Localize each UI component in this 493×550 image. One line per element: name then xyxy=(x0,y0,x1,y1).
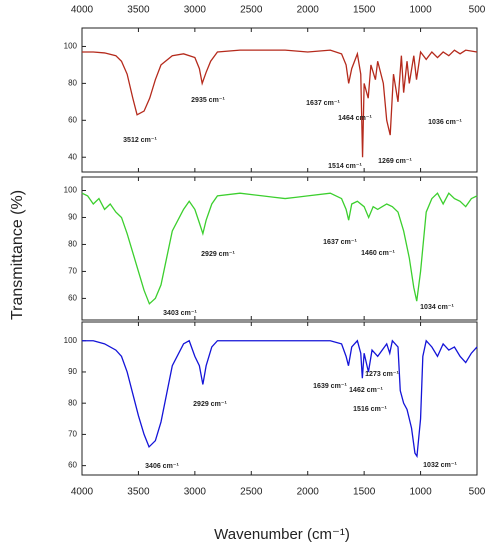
peak-annotation: 1036 cm⁻¹ xyxy=(428,119,462,126)
peak-annotation: 2935 cm⁻¹ xyxy=(191,97,225,104)
y-tick-label: 60 xyxy=(68,115,77,124)
peak-annotation: 2929 cm⁻¹ xyxy=(201,251,235,258)
spectrum-line xyxy=(81,192,478,305)
y-tick-label: 100 xyxy=(64,42,78,51)
peak-annotation: 1464 cm⁻¹ xyxy=(338,115,372,122)
y-tick-label: 80 xyxy=(68,78,77,87)
peak-annotation: 1637 cm⁻¹ xyxy=(306,100,340,107)
y-tick-label: 80 xyxy=(68,398,77,407)
peak-annotation: 1034 cm⁻¹ xyxy=(420,304,454,311)
x-tick-label: 500 xyxy=(469,487,486,498)
peak-annotation: 1462 cm⁻¹ xyxy=(349,387,383,394)
y-tick-label: 70 xyxy=(68,430,77,439)
x-axis-label: Wavenumber (cm⁻¹) xyxy=(214,526,350,543)
y-tick-label: 80 xyxy=(68,240,77,249)
x-tick-label: 1000 xyxy=(409,487,432,498)
x-tick-label: 4000 xyxy=(71,5,94,16)
y-tick-label: 60 xyxy=(68,461,77,470)
x-tick-label: 500 xyxy=(469,5,486,16)
spectrum-line xyxy=(82,339,478,459)
y-tick-label: 40 xyxy=(68,152,77,161)
x-tick-label: 3000 xyxy=(184,5,207,16)
panel-frame xyxy=(81,176,478,321)
y-tick-label: 100 xyxy=(64,186,78,195)
x-tick-label: 3000 xyxy=(184,487,207,498)
spectrum-line xyxy=(82,49,478,158)
peak-annotation: 2929 cm⁻¹ xyxy=(193,401,227,408)
x-tick-label: 2000 xyxy=(297,5,320,16)
peak-annotation: 1516 cm⁻¹ xyxy=(353,406,387,413)
y-axis-label: Transmittance (%) xyxy=(9,190,26,320)
y-tick-label: 60 xyxy=(68,294,77,303)
x-tick-label: 1500 xyxy=(353,487,376,498)
x-tick-label: 1500 xyxy=(353,5,376,16)
peak-annotation: 1460 cm⁻¹ xyxy=(361,250,395,257)
y-tick-label: 70 xyxy=(68,267,77,276)
y-tick-label: 90 xyxy=(68,213,77,222)
peak-annotation: 3403 cm⁻¹ xyxy=(163,310,197,317)
x-tick-label: 1000 xyxy=(409,5,432,16)
peak-annotation: 3512 cm⁻¹ xyxy=(123,137,157,144)
y-tick-label: 90 xyxy=(68,367,77,376)
x-tick-label: 3500 xyxy=(127,487,150,498)
x-tick-label: 3500 xyxy=(127,5,150,16)
peak-annotation: 1639 cm⁻¹ xyxy=(313,383,347,390)
peak-annotation: 1637 cm⁻¹ xyxy=(323,239,357,246)
x-tick-label: 2500 xyxy=(240,5,263,16)
peak-annotation: 1273 cm⁻¹ xyxy=(365,371,399,378)
peak-annotation: 1032 cm⁻¹ xyxy=(423,462,457,469)
x-tick-label: 2500 xyxy=(240,487,263,498)
panel-frame xyxy=(81,27,478,173)
peak-annotation: 3406 cm⁻¹ xyxy=(145,463,179,470)
x-tick-label: 2000 xyxy=(297,487,320,498)
x-tick-label: 4000 xyxy=(71,487,94,498)
y-tick-label: 100 xyxy=(64,336,78,345)
peak-annotation: 1514 cm⁻¹ xyxy=(328,163,362,170)
peak-annotation: 1269 cm⁻¹ xyxy=(378,158,412,165)
panel-frame xyxy=(81,321,478,476)
